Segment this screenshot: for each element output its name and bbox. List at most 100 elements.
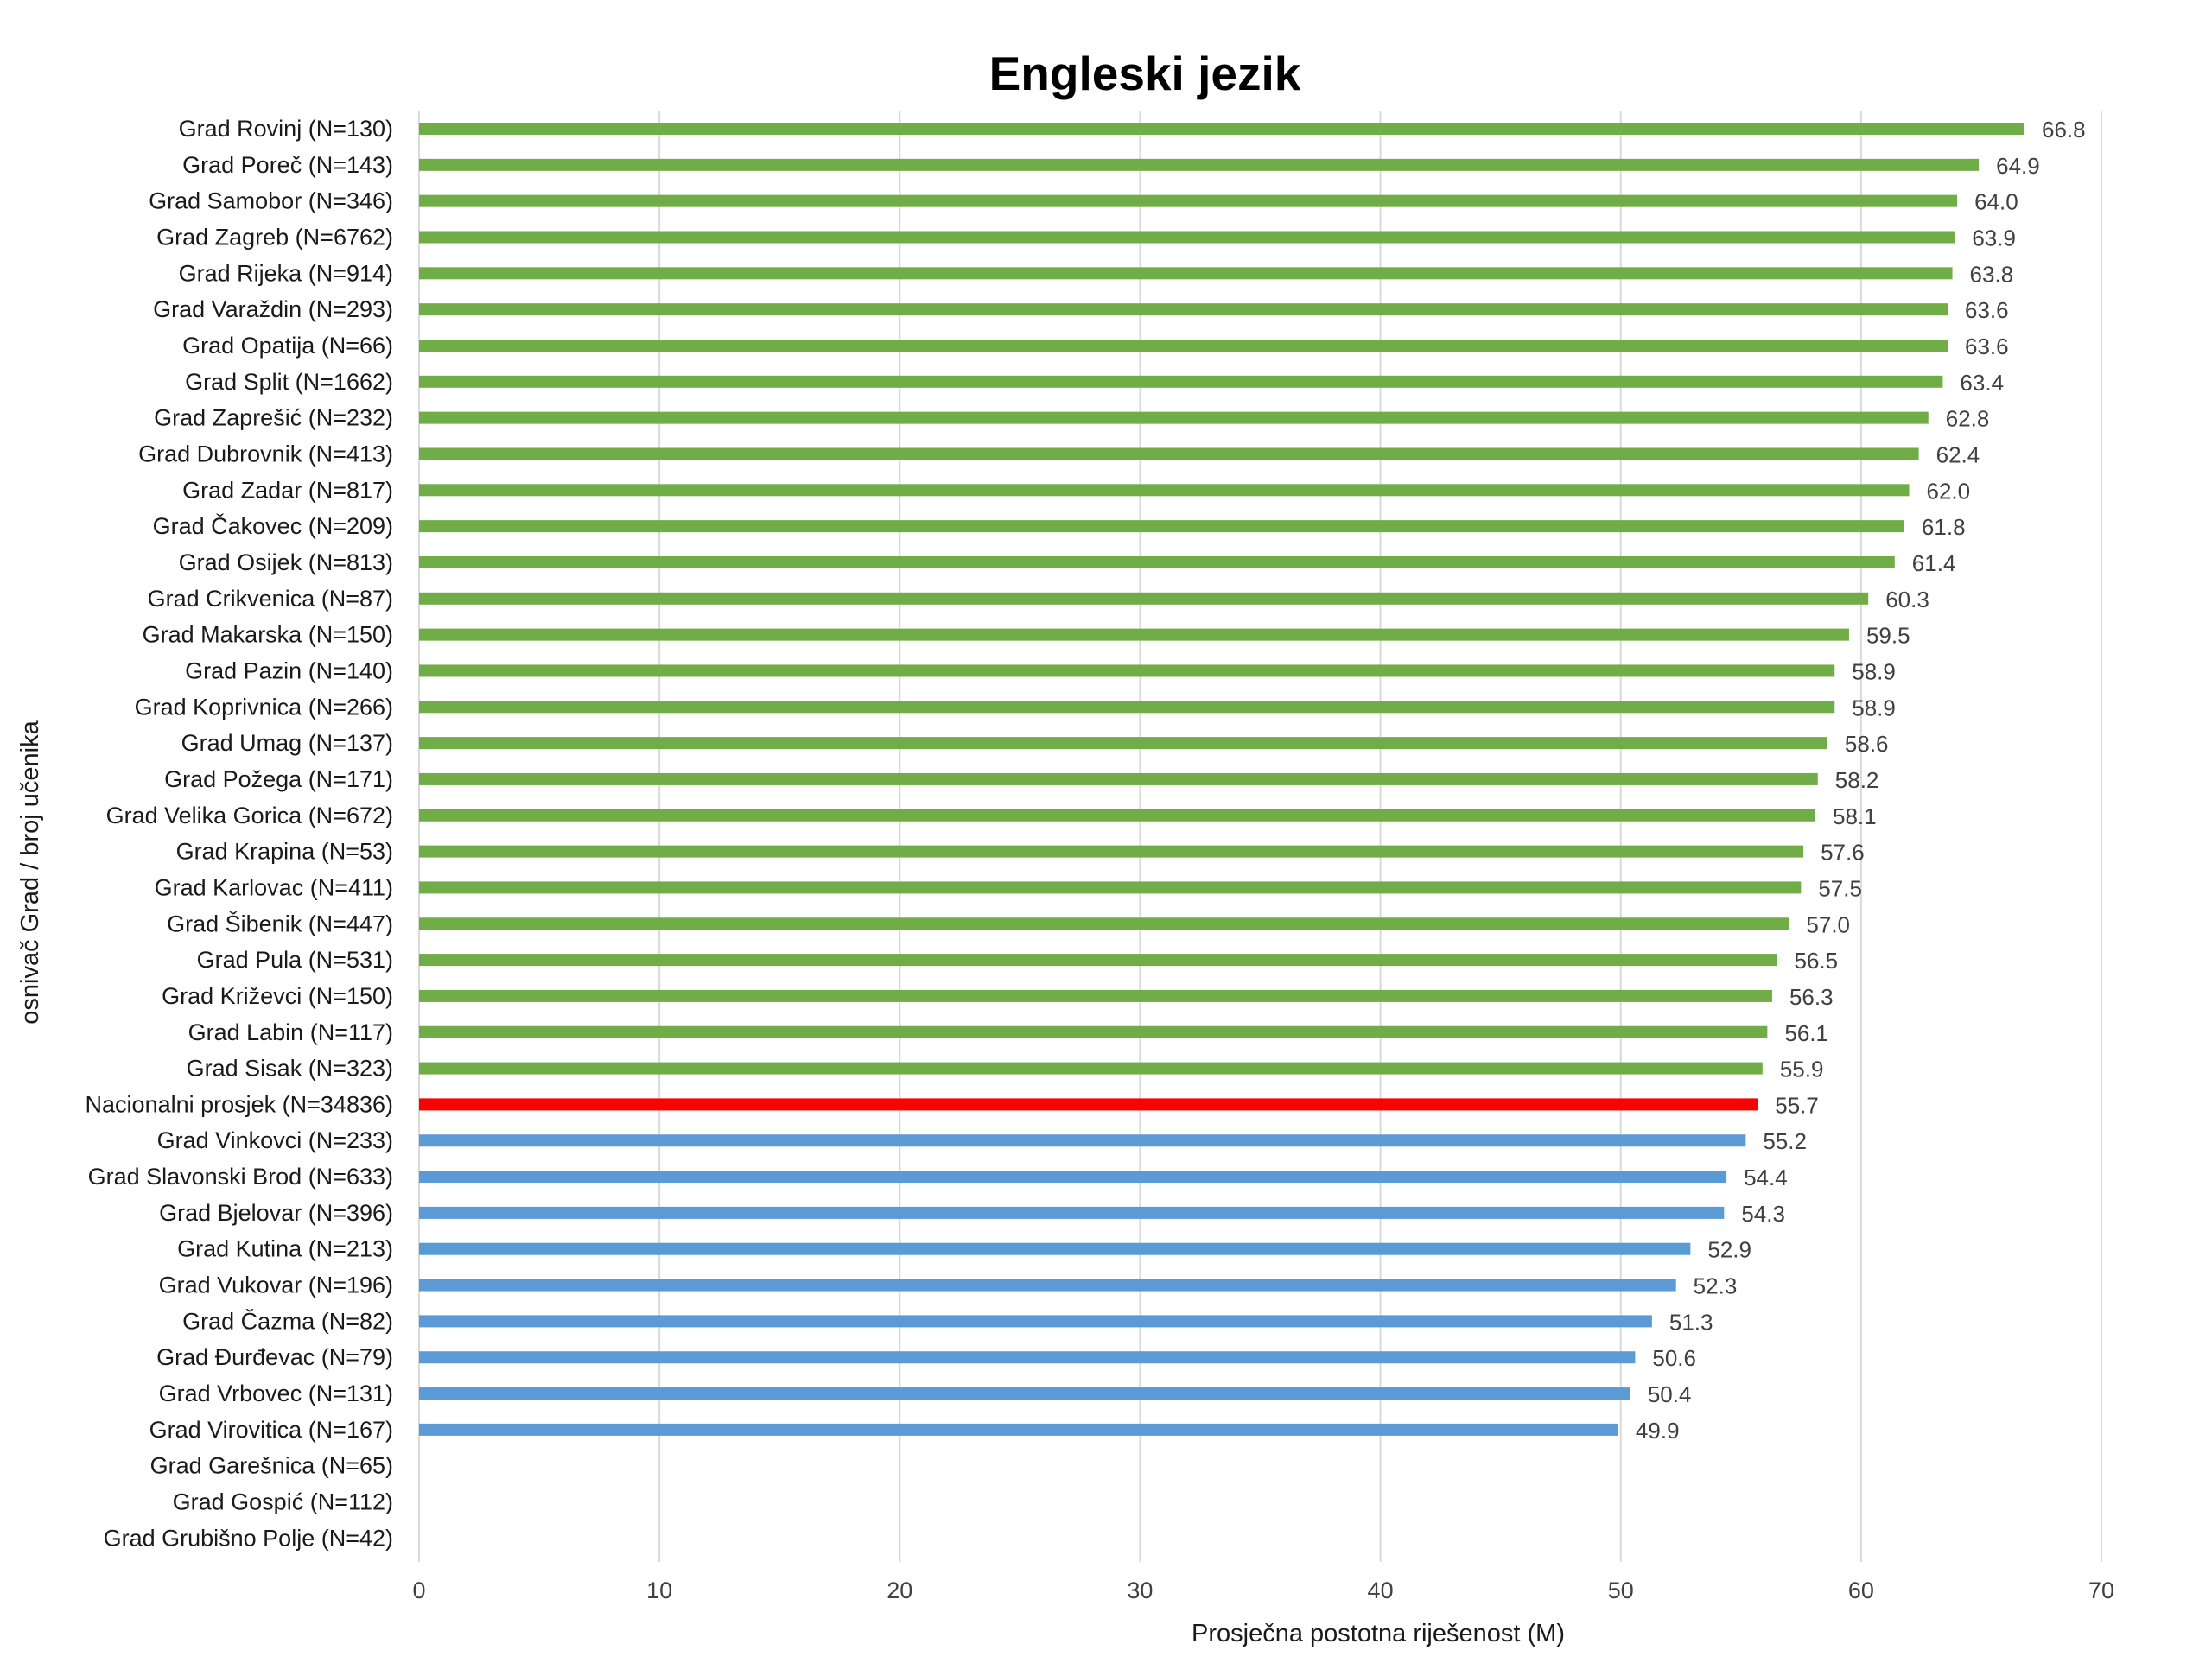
bar-grad-durdevac-n-79 [419, 1351, 1636, 1364]
category-label-grad-pozega-n-171: Grad Požega (N=171) [164, 766, 393, 792]
bar-grad-bjelovar-n-396 [419, 1206, 1725, 1219]
category-label-grad-koprivnica-n-266: Grad Koprivnica (N=266) [135, 694, 393, 720]
category-label-grad-virovitica-n-167: Grad Virovitica (N=167) [149, 1417, 393, 1443]
value-label-grad-durdevac-n-79: 50.6 [1652, 1345, 1696, 1371]
value-label-grad-vrbovec-n-131: 50.4 [1648, 1381, 1692, 1407]
value-label-grad-sibenik-n-447: 57.0 [1806, 911, 1850, 937]
category-label-grad-durdevac-n-79: Grad Đurđevac (N=79) [156, 1344, 393, 1370]
category-label-grad-velika-gorica-n-672: Grad Velika Gorica (N=672) [106, 803, 393, 828]
bar-grad-opatija-n-66 [419, 339, 1948, 352]
category-label-grad-labin-n-117: Grad Labin (N=117) [188, 1019, 393, 1045]
x-tick-labels: 0 10 20 30 40 50 60 70 [412, 1577, 2114, 1603]
category-label-grad-vukovar-n-196: Grad Vukovar (N=196) [159, 1273, 393, 1298]
x-tick-label: 20 [887, 1577, 912, 1603]
category-label-nacionalni-prosjek-n-34836: Nacionalni prosjek (N=34836) [86, 1091, 393, 1117]
x-tick-label: 30 [1127, 1577, 1153, 1603]
bar-grad-pazin-n-140 [419, 664, 1835, 677]
bar-grad-vinkovci-n-233 [419, 1134, 1746, 1147]
category-label-grad-samobor-n-346: Grad Samobor (N=346) [149, 188, 393, 214]
x-tick-label: 70 [2088, 1577, 2114, 1603]
bar-grad-krapina-n-53 [419, 845, 1804, 858]
bar-grad-pula-n-531 [419, 954, 1777, 967]
bar-grad-karlovac-n-411 [419, 881, 1802, 894]
x-tick-label: 10 [646, 1577, 672, 1603]
value-label-grad-krizevci-n-150: 56.3 [1789, 984, 1834, 1010]
bar-grad-makarska-n-150 [419, 628, 1849, 641]
value-label-grad-sisak-n-323: 55.9 [1780, 1057, 1824, 1082]
value-label-grad-umag-n-137: 58.6 [1845, 731, 1889, 757]
value-label-grad-zapresic-n-232: 62.8 [1946, 406, 1990, 432]
value-label-grad-samobor-n-346: 64.0 [1974, 189, 2018, 215]
category-label-grad-cazma-n-82: Grad Čazma (N=82) [182, 1307, 393, 1334]
category-label-grad-rijeka-n-914: Grad Rijeka (N=914) [179, 260, 393, 286]
value-label-grad-vinkovci-n-233: 55.2 [1763, 1128, 1807, 1154]
value-label-grad-karlovac-n-411: 57.5 [1818, 875, 1862, 901]
category-label-grad-osijek-n-813: Grad Osijek (N=813) [179, 549, 393, 575]
bar-grad-kutina-n-213 [419, 1242, 1691, 1255]
bar-grad-zadar-n-817 [419, 484, 1910, 497]
category-label-grad-umag-n-137: Grad Umag (N=137) [181, 730, 393, 756]
category-label-grad-garesnica-n-65: Grad Garešnica (N=65) [150, 1453, 393, 1479]
category-label-grad-bjelovar-n-396: Grad Bjelovar (N=396) [159, 1200, 393, 1226]
category-label-grad-sibenik-n-447: Grad Šibenik (N=447) [167, 910, 393, 936]
bar-grad-osijek-n-813 [419, 555, 1895, 568]
category-label-grad-cakovec-n-209: Grad Čakovec (N=209) [153, 512, 393, 539]
category-label-grad-split-n-1662: Grad Split (N=1662) [185, 369, 393, 395]
value-label-grad-osijek-n-813: 61.4 [1912, 550, 1956, 576]
bar-grad-crikvenica-n-87 [419, 592, 1869, 605]
bar-grad-rovinj-n-130 [419, 123, 2024, 135]
value-label-grad-dubrovnik-n-413: 62.4 [1936, 441, 1980, 467]
category-label-grad-rovinj-n-130: Grad Rovinj (N=130) [179, 116, 393, 142]
gridlines [418, 111, 2102, 1562]
bar-grad-cakovec-n-209 [419, 520, 1904, 533]
category-label-grad-makarska-n-150: Grad Makarska (N=150) [143, 622, 393, 648]
value-label-grad-virovitica-n-167: 49.9 [1636, 1418, 1680, 1444]
x-axis-title: Prosječna postotna riješenost (M) [1192, 1620, 1565, 1647]
bar-grad-zapresic-n-232 [419, 411, 1929, 424]
bar-grad-virovitica-n-167 [419, 1423, 1618, 1436]
value-labels: 66.864.9 64.0 63.9 63.8 63.6 63.6 63.4 62.8 62.4… [1636, 117, 2086, 1444]
category-label-grad-sisak-n-323: Grad Sisak (N=323) [187, 1056, 393, 1082]
value-label-grad-bjelovar-n-396: 54.3 [1741, 1201, 1785, 1227]
category-label-grad-gospic-n-112: Grad Gospić (N=112) [173, 1489, 393, 1515]
value-label-grad-cazma-n-82: 51.3 [1669, 1309, 1713, 1335]
category-label-grad-pula-n-531: Grad Pula (N=531) [197, 947, 393, 973]
category-label-grad-krapina-n-53: Grad Krapina (N=53) [176, 839, 393, 865]
bar-grad-rijeka-n-914 [419, 267, 1953, 280]
bar-grad-sisak-n-323 [419, 1062, 1763, 1075]
value-label-grad-varazdin-n-293: 63.6 [1965, 297, 2009, 323]
category-label-grad-vinkovci-n-233: Grad Vinkovci (N=233) [157, 1127, 393, 1153]
value-label-grad-split-n-1662: 63.4 [1960, 370, 2004, 396]
bar-grad-pozega-n-171 [419, 772, 1818, 785]
category-label-grad-dubrovnik-n-413: Grad Dubrovnik (N=413) [138, 441, 393, 467]
bar-grad-labin-n-117 [419, 1025, 1768, 1038]
value-label-grad-porec-n-143: 64.9 [1996, 153, 2040, 179]
value-label-grad-velika-gorica-n-672: 58.1 [1833, 803, 1877, 829]
bar-grad-samobor-n-346 [419, 194, 1958, 207]
bar-grad-koprivnica-n-266 [419, 701, 1835, 714]
category-label-grad-zadar-n-817: Grad Zadar (N=817) [182, 477, 393, 503]
value-label-grad-slavonski-brod-n-633: 54.4 [1744, 1165, 1788, 1190]
value-label-grad-opatija-n-66: 63.6 [1965, 333, 2009, 359]
value-label-grad-kutina-n-213: 52.9 [1707, 1237, 1751, 1263]
x-tick-label: 50 [1608, 1577, 1634, 1603]
bar-grad-split-n-1662 [419, 375, 1943, 388]
category-label-grad-slavonski-brod-n-633: Grad Slavonski Brod (N=633) [88, 1164, 393, 1190]
bar-nacionalni-prosjek-n-34836 [419, 1098, 1758, 1111]
category-label-grad-kutina-n-213: Grad Kutina (N=213) [177, 1236, 393, 1262]
bar-grad-vrbovec-n-131 [419, 1387, 1630, 1400]
category-label-grad-varazdin-n-293: Grad Varaždin (N=293) [153, 296, 393, 322]
bars [419, 123, 2024, 1436]
category-label-grad-zapresic-n-232: Grad Zaprešić (N=232) [154, 405, 393, 431]
bar-grad-sibenik-n-447 [419, 917, 1789, 930]
category-label-grad-zagreb-n-6762: Grad Zagreb (N=6762) [156, 224, 393, 250]
value-label-grad-pula-n-531: 56.5 [1795, 948, 1839, 974]
y-axis-title: osnivač Grad / broj učenika [16, 720, 44, 1024]
category-labels: Grad Rovinj (N=130) Grad Poreč (N=143) Gra… [86, 116, 393, 1551]
value-label-grad-crikvenica-n-87: 60.3 [1885, 587, 1929, 613]
bar-grad-dubrovnik-n-413 [419, 447, 1919, 460]
value-label-nacionalni-prosjek-n-34836: 55.7 [1775, 1092, 1819, 1118]
category-label-grad-opatija-n-66: Grad Opatija (N=66) [182, 333, 393, 359]
chart-title: Engleski jezik [989, 47, 1301, 100]
